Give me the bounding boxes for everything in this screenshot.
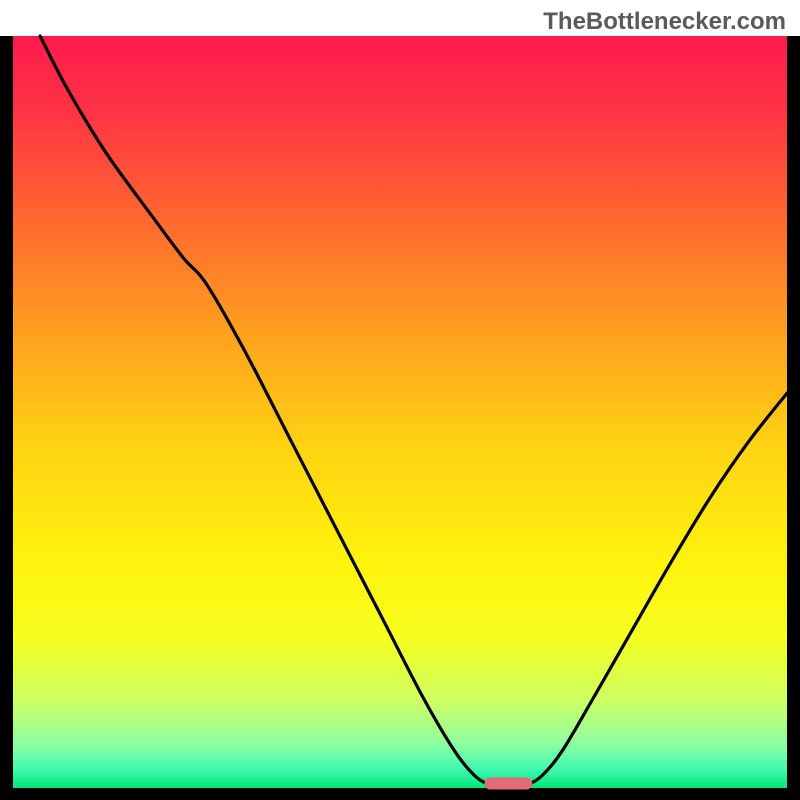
optimum-marker <box>484 777 532 789</box>
chart-container: TheBottlenecker.com <box>0 0 800 800</box>
gradient-background <box>13 36 787 788</box>
bottleneck-chart <box>0 0 800 800</box>
frame-right <box>787 36 800 800</box>
frame-left <box>0 36 13 800</box>
watermark-text: TheBottlenecker.com <box>543 8 786 36</box>
frame-bottom <box>0 788 800 800</box>
